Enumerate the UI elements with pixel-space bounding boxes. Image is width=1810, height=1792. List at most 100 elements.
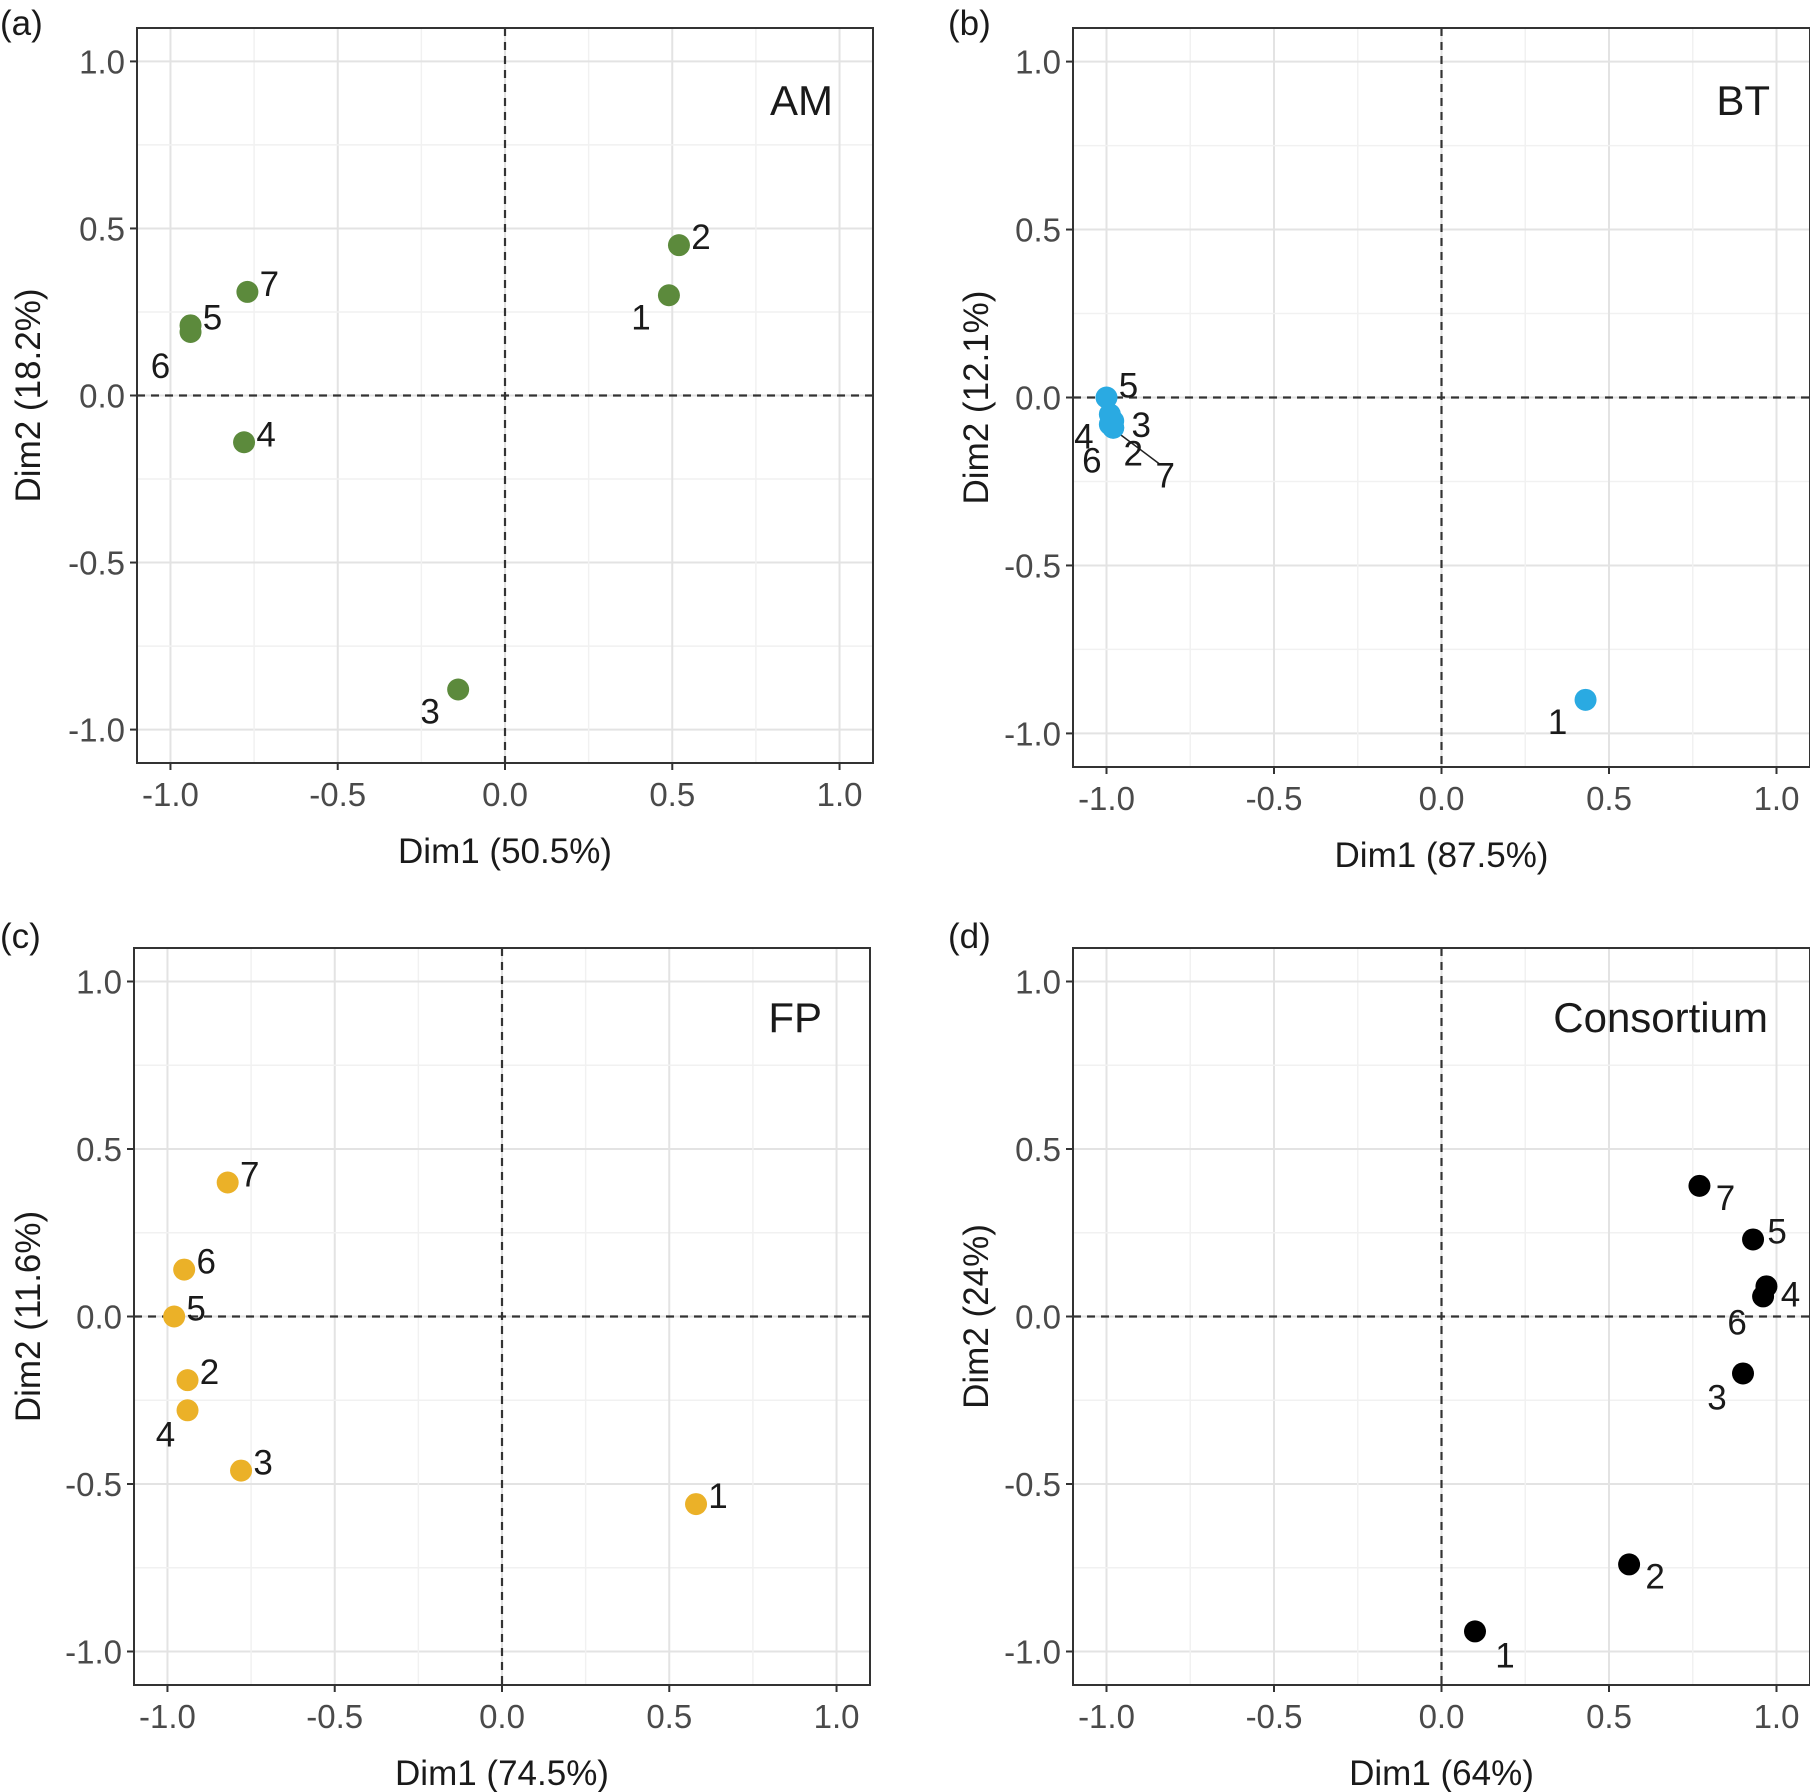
- panel-2-ytick-label: 0.5: [76, 1131, 122, 1168]
- panel-1-xtick-label: 0.0: [1419, 780, 1465, 817]
- panel-1-ytick-label: 0.5: [1015, 212, 1061, 249]
- panel-3-point-label-2: 2: [1645, 1557, 1664, 1596]
- panel-3-point-label-3: 3: [1707, 1378, 1726, 1417]
- panel-3-point-5: [1742, 1228, 1765, 1251]
- panel-3-xtick-label: 1.0: [1754, 1698, 1800, 1735]
- panel-2-point-label-7: 7: [240, 1156, 259, 1195]
- panel-0-point-2: [667, 234, 690, 257]
- panel-2-tag: FP: [768, 994, 822, 1041]
- panel-1-tag: BT: [1716, 77, 1770, 124]
- panel-3-ytick-label: -1.0: [1004, 1634, 1061, 1671]
- panel-0-point-4: [233, 431, 256, 454]
- panel-1-ytick-label: 1.0: [1015, 44, 1061, 81]
- panel-0-letter: (a): [0, 4, 43, 43]
- panel-2-point-6: [173, 1258, 196, 1281]
- panel-2-ytick-label: -0.5: [65, 1466, 122, 1503]
- panel-1-point-label-2: 2: [1123, 435, 1142, 474]
- panel-2-point-label-3: 3: [253, 1444, 272, 1483]
- panel-1-xtick-label: 1.0: [1754, 780, 1800, 817]
- panel-2-point-3: [230, 1459, 253, 1482]
- panel-2-ytick-label: 1.0: [76, 964, 122, 1001]
- panel-3-xtick-label: 0.5: [1586, 1698, 1632, 1735]
- panel-1-ytick-label: -0.5: [1004, 547, 1061, 584]
- panel-2-y-axis-title: Dim2 (11.6%): [9, 1211, 48, 1422]
- panel-0-xtick-label: -0.5: [309, 776, 366, 813]
- panel-1-point-label-1: 1: [1548, 703, 1567, 742]
- panel-2-point-5: [163, 1305, 186, 1328]
- panel-3-point-3: [1732, 1362, 1754, 1385]
- panel-0-point-label-3: 3: [420, 693, 439, 732]
- panel-0-point-label-6: 6: [151, 347, 170, 386]
- panel-0-ytick-label: 1.0: [79, 43, 125, 80]
- panel-3-xtick-label: -1.0: [1078, 1698, 1135, 1735]
- panel-0-point-label-2: 2: [691, 218, 710, 257]
- panel-2-letter: (c): [0, 917, 41, 956]
- panel-2-xtick-label: 1.0: [814, 1698, 860, 1735]
- panel-3-tag: Consortium: [1553, 994, 1768, 1041]
- panel-3-point-2: [1618, 1553, 1641, 1576]
- panel-3-point-6: [1752, 1285, 1775, 1308]
- panel-1-xtick-label: 0.5: [1586, 780, 1632, 817]
- panel-2-point-label-2: 2: [200, 1353, 219, 1392]
- panel-0-point-1: [657, 284, 680, 307]
- panel-3-point-label-4: 4: [1781, 1275, 1800, 1314]
- panel-0-point-label-4: 4: [256, 415, 275, 454]
- panel-0-tag: AM: [770, 77, 833, 124]
- panel-3-ytick-label: -0.5: [1004, 1466, 1061, 1503]
- panel-1-x-axis-title: Dim1 (87.5%): [1335, 836, 1549, 875]
- panel-0-point-label-7: 7: [260, 265, 279, 304]
- panel-0-point-label-1: 1: [631, 298, 650, 337]
- panel-3-xtick-label: -0.5: [1246, 1698, 1303, 1735]
- panel-3-point-label-5: 5: [1767, 1212, 1786, 1251]
- panel-1-point-7: [1102, 416, 1125, 439]
- panel-3-x-axis-title: Dim1 (64%): [1349, 1754, 1534, 1792]
- panel-2-xtick-label: 0.5: [646, 1698, 692, 1735]
- panel-0-ytick-label: -0.5: [68, 545, 125, 582]
- panel-3-point-label-1: 1: [1495, 1636, 1514, 1675]
- panel-2-point-label-4: 4: [156, 1415, 175, 1454]
- panel-1-letter: (b): [948, 4, 991, 43]
- panel-3-point-1: [1464, 1620, 1486, 1643]
- panel-1-ytick-label: -1.0: [1004, 715, 1061, 752]
- panel-1-point-label-7: 7: [1155, 457, 1174, 496]
- panel-2-point-label-1: 1: [708, 1477, 727, 1516]
- panel-2-point-2: [176, 1369, 199, 1392]
- panel-1-leader-line: [1118, 433, 1160, 465]
- panel-3-xtick-label: 0.0: [1419, 1698, 1465, 1735]
- panel-0-point-7: [236, 280, 259, 303]
- panel-3-point-7: [1688, 1174, 1711, 1197]
- panel-3-y-axis-title: Dim2 (24%): [957, 1224, 996, 1409]
- panel-3-letter: (d): [948, 917, 991, 956]
- panel-2-ytick-label: 0.0: [76, 1299, 122, 1336]
- panel-2-xtick-label: -1.0: [139, 1698, 196, 1735]
- panel-0-x-axis-title: Dim1 (50.5%): [398, 832, 612, 871]
- panel-2-point-label-5: 5: [186, 1290, 205, 1329]
- panel-3-ytick-label: 1.0: [1015, 964, 1061, 1001]
- panel-0-ytick-label: 0.5: [79, 210, 125, 247]
- panel-1-point-label-5: 5: [1119, 367, 1138, 406]
- panel-3-point-label-7: 7: [1716, 1179, 1735, 1218]
- panel-2-point-7: [216, 1171, 239, 1194]
- panel-0-point-3: [447, 678, 470, 701]
- panel-0-xtick-label: 0.5: [649, 776, 695, 813]
- panel-1-point-label-3: 3: [1131, 406, 1150, 445]
- panel-1-point-label-4: 4: [1074, 417, 1093, 456]
- panel-1-ytick-label: 0.0: [1015, 380, 1061, 417]
- panel-2-point-label-6: 6: [196, 1243, 215, 1282]
- panel-2-xtick-label: -0.5: [306, 1698, 363, 1735]
- panel-0-point-6: [179, 321, 202, 344]
- panel-3-ytick-label: 0.5: [1015, 1131, 1061, 1168]
- panel-1-point-label-6: 6: [1082, 441, 1101, 480]
- panel-0-xtick-label: -1.0: [142, 776, 199, 813]
- panel-0-point-label-5: 5: [203, 298, 222, 337]
- panel-0-ytick-label: 0.0: [79, 378, 125, 415]
- panel-1-xtick-label: -1.0: [1078, 780, 1135, 817]
- panel-1-xtick-label: -0.5: [1246, 780, 1303, 817]
- panel-1-y-axis-title: Dim2 (12.1%): [957, 291, 996, 505]
- panel-1-point-1: [1574, 688, 1597, 711]
- panel-0-xtick-label: 0.0: [482, 776, 528, 813]
- panel-0-y-axis-title: Dim2 (18.2%): [9, 289, 48, 503]
- panel-2-point-4: [176, 1399, 199, 1422]
- panel-3-ytick-label: 0.0: [1015, 1299, 1061, 1336]
